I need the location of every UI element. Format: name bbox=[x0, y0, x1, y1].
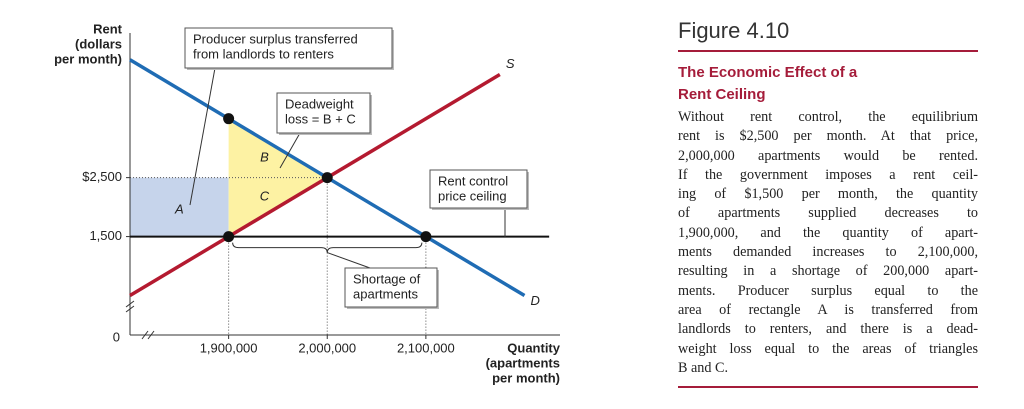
annotation: Producer surplus transferred bbox=[193, 31, 358, 46]
callout-box bbox=[276, 92, 371, 134]
origin-label: 0 bbox=[113, 329, 120, 344]
caption-title: The Economic Effect of a Rent Ceiling bbox=[678, 62, 978, 106]
leader-line bbox=[327, 252, 371, 269]
callout-box bbox=[429, 169, 528, 209]
x-axis-label: (apartments bbox=[486, 355, 560, 370]
curve-label: D bbox=[530, 293, 539, 308]
curve-label: S bbox=[506, 56, 515, 71]
leader-line bbox=[279, 132, 301, 169]
body-line: Without rent control, the equilibrium bbox=[678, 109, 978, 125]
body-line: ing of $1,500 per month, the quantity bbox=[678, 186, 978, 203]
annotation: Rent control bbox=[438, 173, 508, 188]
y-axis-label: per month) bbox=[54, 51, 122, 66]
caption: Figure 4.10 The Economic Effect of a Rent… bbox=[678, 18, 978, 389]
annotation: apartments bbox=[353, 286, 419, 301]
annotation: loss = B + C bbox=[285, 111, 356, 126]
body-line: 1,900,000, and the quantity of apart- bbox=[678, 224, 978, 241]
body-line: area of rectangle A is transferred from bbox=[678, 301, 978, 318]
body-line: landlords to renters, and there is a dea… bbox=[678, 321, 978, 338]
body-line: 2,000,000 apartments would be rented. bbox=[678, 147, 978, 164]
x-axis-label: Quantity bbox=[507, 340, 560, 355]
y-axis-label: (dollars bbox=[75, 36, 122, 51]
axis-break bbox=[125, 300, 155, 340]
x-tick-label: 2,000,000 bbox=[298, 340, 356, 355]
annotation: from landlords to renters bbox=[193, 46, 334, 61]
title-line: Rent Ceiling bbox=[678, 86, 766, 103]
x-tick-label: 2,100,000 bbox=[397, 340, 455, 355]
y-tick-label: 1,500 bbox=[89, 228, 122, 243]
figure-number: Figure 4.10 bbox=[678, 18, 978, 52]
body-line: rent is $2,500 per month. At that price, bbox=[678, 128, 978, 145]
x-tick-label: 1,900,000 bbox=[200, 340, 258, 355]
callout-box bbox=[344, 267, 438, 308]
point bbox=[420, 231, 432, 243]
region-label: A bbox=[174, 202, 184, 217]
point bbox=[223, 113, 235, 125]
annotation: price ceiling bbox=[438, 188, 507, 203]
callout-box bbox=[184, 27, 393, 69]
caption-body: Without rent control, the equilibrium ren… bbox=[678, 108, 978, 389]
point bbox=[223, 231, 235, 243]
y-tick-label: $2,500 bbox=[82, 169, 122, 184]
curve bbox=[129, 72, 501, 298]
region-label: C bbox=[260, 189, 270, 204]
body-line: weight loss equal to the areas of triang… bbox=[678, 340, 978, 357]
region-label: B bbox=[260, 149, 269, 164]
body-line: resulting in a shortage of 200,000 apart… bbox=[678, 263, 978, 280]
leader-line bbox=[189, 67, 216, 206]
x-axis-label: per month) bbox=[492, 370, 560, 385]
title-line: The Economic Effect of a bbox=[678, 64, 858, 81]
y-axis-label: Rent bbox=[93, 21, 123, 36]
chart: A B C 0 $2,500 1,500 1,900,000 2,000,000 2,100,0… bbox=[54, 21, 561, 385]
body-line: ments. Producer surplus equal to the bbox=[678, 282, 978, 299]
body-line: If the government imposes a rent ceil- bbox=[678, 166, 978, 183]
annotation: Shortage of bbox=[353, 271, 421, 286]
body-line: ments demanded increases to 2,100,000, bbox=[678, 244, 978, 261]
body-line: B and C. bbox=[678, 359, 729, 376]
body-line: of apartments supplied decreases to bbox=[678, 205, 978, 222]
region bbox=[130, 177, 229, 237]
annotation: Deadweight bbox=[285, 96, 354, 111]
point bbox=[321, 172, 333, 184]
